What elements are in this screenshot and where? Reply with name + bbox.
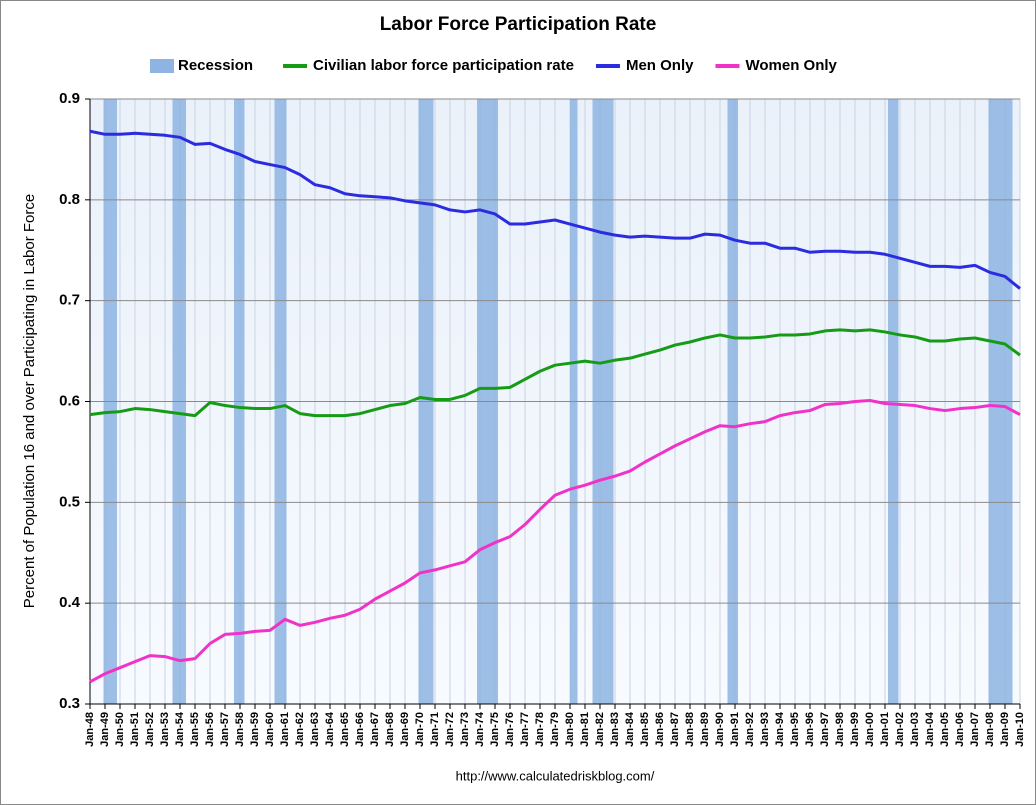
x-tick-label: Jan-60 <box>264 712 276 747</box>
x-tick-label: Jan-98 <box>834 712 846 747</box>
x-tick-label: Jan-04 <box>924 711 936 747</box>
x-tick-label: Jan-77 <box>519 712 531 747</box>
x-tick-label: Jan-70 <box>414 712 426 747</box>
x-tick-label: Jan-48 <box>84 712 96 747</box>
x-tick-label: Jan-63 <box>309 712 321 747</box>
y-tick-label: 0.4 <box>59 594 81 611</box>
x-tick-label: Jan-67 <box>369 712 381 747</box>
x-tick-label: Jan-72 <box>444 712 456 747</box>
x-tick-label: Jan-87 <box>669 712 681 747</box>
y-tick-label: 0.9 <box>59 90 80 107</box>
x-tick-label: Jan-08 <box>984 712 996 747</box>
x-tick-label: Jan-74 <box>474 711 486 747</box>
x-tick-label: Jan-82 <box>594 712 606 747</box>
x-tick-label: Jan-99 <box>849 712 861 747</box>
x-tick-label: Jan-85 <box>639 712 651 747</box>
x-tick-label: Jan-93 <box>759 712 771 747</box>
x-tick-label: Jan-01 <box>879 712 891 747</box>
x-tick-label: Jan-78 <box>534 712 546 747</box>
x-tick-label: Jan-55 <box>189 712 201 747</box>
x-tick-label: Jan-64 <box>324 711 336 747</box>
x-tick-label: Jan-10 <box>1014 712 1026 747</box>
x-tick-label: Jan-76 <box>504 712 516 747</box>
x-tick-label: Jan-51 <box>129 712 141 747</box>
y-tick-label: 0.8 <box>59 191 80 208</box>
x-tick-label: Jan-05 <box>939 712 951 747</box>
x-tick-label: Jan-75 <box>489 712 501 747</box>
y-tick-label: 0.7 <box>59 292 80 309</box>
legend-label: Men Only <box>626 57 694 74</box>
x-tick-label: Jan-79 <box>549 712 561 747</box>
x-tick-label: Jan-59 <box>249 712 261 747</box>
x-tick-label: Jan-69 <box>399 712 411 747</box>
x-tick-label: Jan-90 <box>714 712 726 747</box>
x-tick-label: Jan-96 <box>804 712 816 747</box>
x-tick-label: Jan-65 <box>339 712 351 747</box>
x-tick-label: Jan-53 <box>159 712 171 747</box>
x-tick-label: Jan-61 <box>279 712 291 747</box>
source: http://www.calculatedriskblog.com/ <box>456 768 655 783</box>
series-line <box>89 398 1021 684</box>
x-tick-label: Jan-86 <box>654 712 666 747</box>
legend-swatch <box>150 59 174 73</box>
x-tick-label: Jan-68 <box>384 712 396 747</box>
legend-label: Recession <box>178 57 253 74</box>
x-tick-label: Jan-58 <box>234 712 246 747</box>
x-tick-label: Jan-91 <box>729 712 741 747</box>
x-tick-label: Jan-89 <box>699 712 711 747</box>
x-tick-label: Jan-06 <box>954 712 966 747</box>
y-tick-label: 0.6 <box>59 392 80 409</box>
series-line <box>89 328 1021 418</box>
legend-label: Women Only <box>745 57 837 74</box>
x-tick-label: Jan-62 <box>294 712 306 747</box>
series-line <box>89 129 1021 290</box>
x-tick-label: Jan-83 <box>609 712 621 747</box>
y-tick-label: 0.5 <box>59 493 80 510</box>
x-tick-label: Jan-95 <box>789 712 801 747</box>
x-tick-label: Jan-49 <box>99 712 111 747</box>
x-tick-label: Jan-54 <box>174 711 186 747</box>
chart-title: Labor Force Participation Rate <box>380 14 657 35</box>
x-tick-label: Jan-03 <box>909 712 921 747</box>
x-tick-label: Jan-97 <box>819 712 831 747</box>
x-tick-label: Jan-57 <box>219 712 231 747</box>
x-tick-label: Jan-66 <box>354 712 366 747</box>
x-tick-label: Jan-88 <box>684 712 696 747</box>
legend-label: Civilian labor force participation rate <box>313 57 574 74</box>
legend: Recession Civilian labor force participat… <box>150 57 838 74</box>
x-tick-label: Jan-02 <box>894 712 906 747</box>
x-tick-label: Jan-81 <box>579 712 591 747</box>
x-tick-label: Jan-71 <box>429 712 441 747</box>
y-axis-label: Percent of Population 16 and over Partic… <box>21 194 38 608</box>
x-tick-label: Jan-09 <box>999 712 1011 747</box>
x-tick-label: Jan-84 <box>624 711 636 747</box>
x-tick-label: Jan-80 <box>564 712 576 747</box>
x-tick-label: Jan-50 <box>114 712 126 747</box>
x-tick-label: Jan-00 <box>864 712 876 747</box>
x-tick-label: Jan-07 <box>969 712 981 747</box>
y-tick-label: 0.3 <box>59 695 80 712</box>
x-tick-label: Jan-94 <box>774 711 786 747</box>
x-tick-label: Jan-73 <box>459 712 471 747</box>
x-tick-label: Jan-56 <box>204 712 216 747</box>
x-tick-label: Jan-52 <box>144 712 156 747</box>
x-tick-label: Jan-92 <box>744 712 756 747</box>
